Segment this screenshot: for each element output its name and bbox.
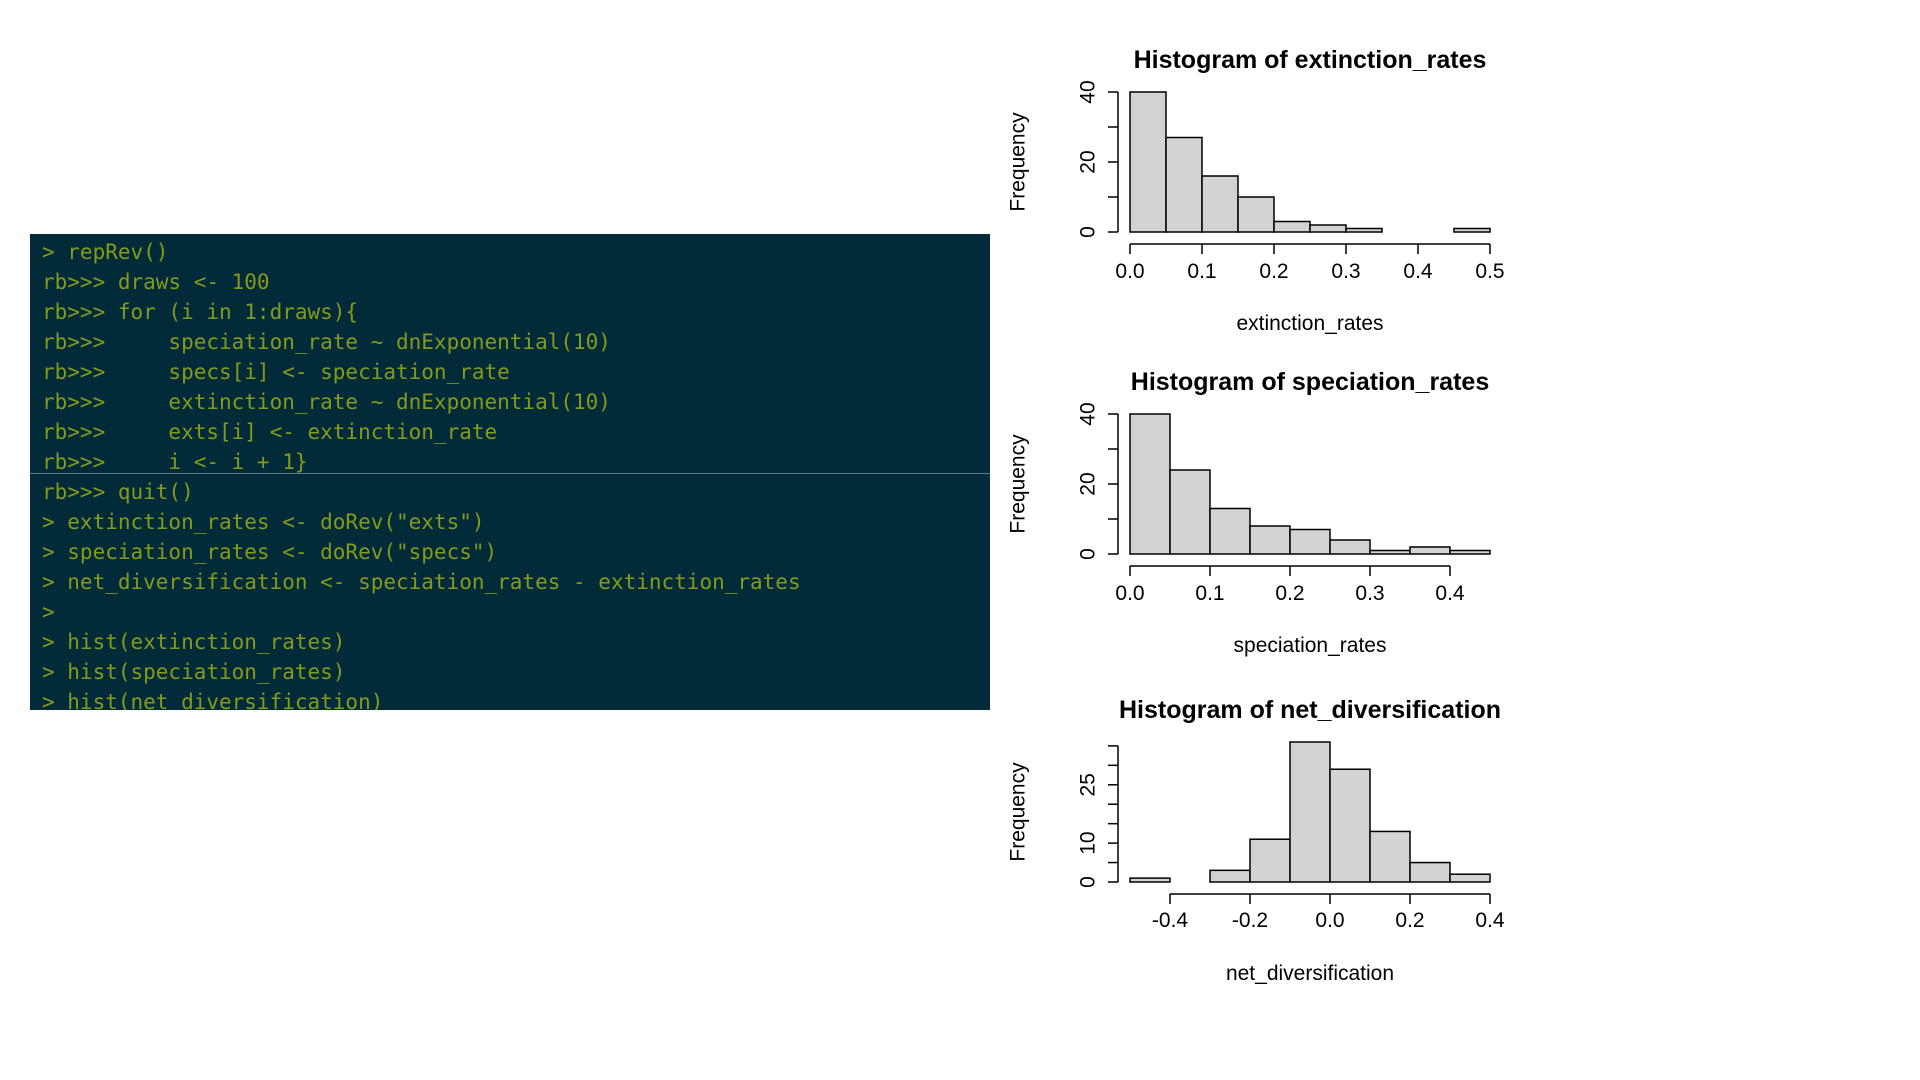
histogram-bar [1209, 869, 1251, 883]
chart-title: Histogram of speciation_rates [1131, 368, 1489, 396]
x-tick-label: 0.0 [1315, 909, 1344, 932]
histogram-bar [1289, 528, 1331, 555]
chart-title: Histogram of net_diversification [1119, 696, 1501, 724]
x-tick-label: 0.2 [1395, 909, 1424, 932]
histogram-bar [1449, 549, 1491, 555]
y-axis-label: Frequency [1007, 434, 1030, 534]
console-line: rb>>> specs[i] <- speciation_rate [42, 360, 510, 384]
histogram-bar [1165, 136, 1203, 233]
histogram-bar [1129, 91, 1167, 233]
y-tick-label: 10 [1077, 831, 1100, 854]
histogram-bar [1329, 539, 1371, 555]
x-tick-label: 0.2 [1275, 582, 1304, 605]
histogram-bar [1289, 741, 1331, 883]
histogram-bar [1169, 469, 1211, 555]
console-output: > repRev() rb>>> draws <- 100 rb>>> for … [30, 234, 990, 710]
histogram-bar [1201, 175, 1239, 233]
r-console[interactable]: > repRev() rb>>> draws <- 100 rb>>> for … [30, 234, 990, 710]
histogram-bar [1345, 227, 1383, 233]
console-line: rb>>> extinction_rate ~ dnExponential(10… [42, 390, 611, 414]
histogram-bar [1249, 838, 1291, 883]
x-tick-label: 0.4 [1475, 909, 1505, 932]
y-axis-label: Frequency [1007, 112, 1030, 212]
y-tick-label: 25 [1077, 773, 1100, 796]
x-tick-label: 0.0 [1115, 260, 1144, 283]
histogram-bar [1237, 196, 1275, 233]
console-line: > extinction_rates <- doRev("exts") [42, 510, 485, 534]
chart-title: Histogram of extinction_rates [1134, 46, 1487, 74]
y-axis-label: Frequency [1007, 762, 1030, 862]
x-tick-label: -0.2 [1232, 909, 1268, 932]
console-line: rb>>> i <- i + 1} [42, 450, 308, 474]
x-axis-label: speciation_rates [1234, 634, 1387, 657]
histogram-bar [1129, 877, 1171, 883]
x-tick-label: 0.1 [1195, 582, 1224, 605]
histogram-bar [1409, 861, 1451, 883]
histogram-panel: Histogram of extinction_rates 0.0 0.1 0.2 0.… [1007, 46, 1505, 985]
x-axis-label: extinction_rates [1236, 312, 1383, 335]
histogram-bar [1309, 224, 1347, 233]
y-tick-label: 0 [1077, 548, 1100, 560]
y-tick-label: 20 [1077, 472, 1100, 495]
console-line: rb>>> speciation_rate ~ dnExponential(10… [42, 330, 611, 354]
console-line: > repRev() [42, 240, 169, 264]
console-line: rb>>> for (i in 1:draws){ [42, 300, 359, 324]
histogram-bar [1273, 220, 1311, 233]
histogram-bar [1129, 413, 1171, 555]
histogram-bar [1409, 546, 1451, 555]
x-tick-label: -0.4 [1152, 909, 1189, 932]
console-line: > hist(net_diversification) [42, 690, 384, 710]
x-tick-label: 0.3 [1331, 260, 1360, 283]
histogram-bar [1369, 549, 1411, 555]
histogram-bar [1249, 525, 1291, 555]
y-tick-label: 40 [1077, 402, 1100, 425]
y-tick-label: 40 [1077, 80, 1100, 103]
x-tick-label: 0.3 [1355, 582, 1384, 605]
console-line: > hist(extinction_rates) [42, 630, 346, 654]
histogram-bar [1449, 873, 1491, 883]
x-tick-label: 0.4 [1435, 582, 1465, 605]
y-tick-label: 0 [1077, 876, 1100, 888]
console-line: > hist(speciation_rates) [42, 660, 346, 684]
console-line: rb>>> draws <- 100 [42, 270, 270, 294]
histogram-bar [1209, 507, 1251, 555]
y-tick-label: 20 [1077, 150, 1100, 173]
console-line: > speciation_rates <- doRev("specs") [42, 540, 498, 564]
console-line: > [42, 600, 55, 624]
histogram-bar [1369, 830, 1411, 883]
x-tick-label: 0.5 [1475, 260, 1504, 283]
y-tick-label: 0 [1077, 226, 1100, 238]
x-tick-label: 0.0 [1115, 582, 1144, 605]
console-divider [30, 473, 990, 474]
console-line: rb>>> quit() [42, 480, 194, 504]
x-tick-label: 0.4 [1403, 260, 1433, 283]
x-tick-label: 0.1 [1187, 260, 1216, 283]
x-axis-label: net_diversification [1226, 962, 1394, 985]
console-line: > net_diversification <- speciation_rate… [42, 570, 801, 594]
histogram-bar [1329, 768, 1371, 883]
x-tick-label: 0.2 [1259, 260, 1288, 283]
console-line: rb>>> exts[i] <- extinction_rate [42, 420, 498, 444]
histogram-bar [1453, 227, 1491, 233]
